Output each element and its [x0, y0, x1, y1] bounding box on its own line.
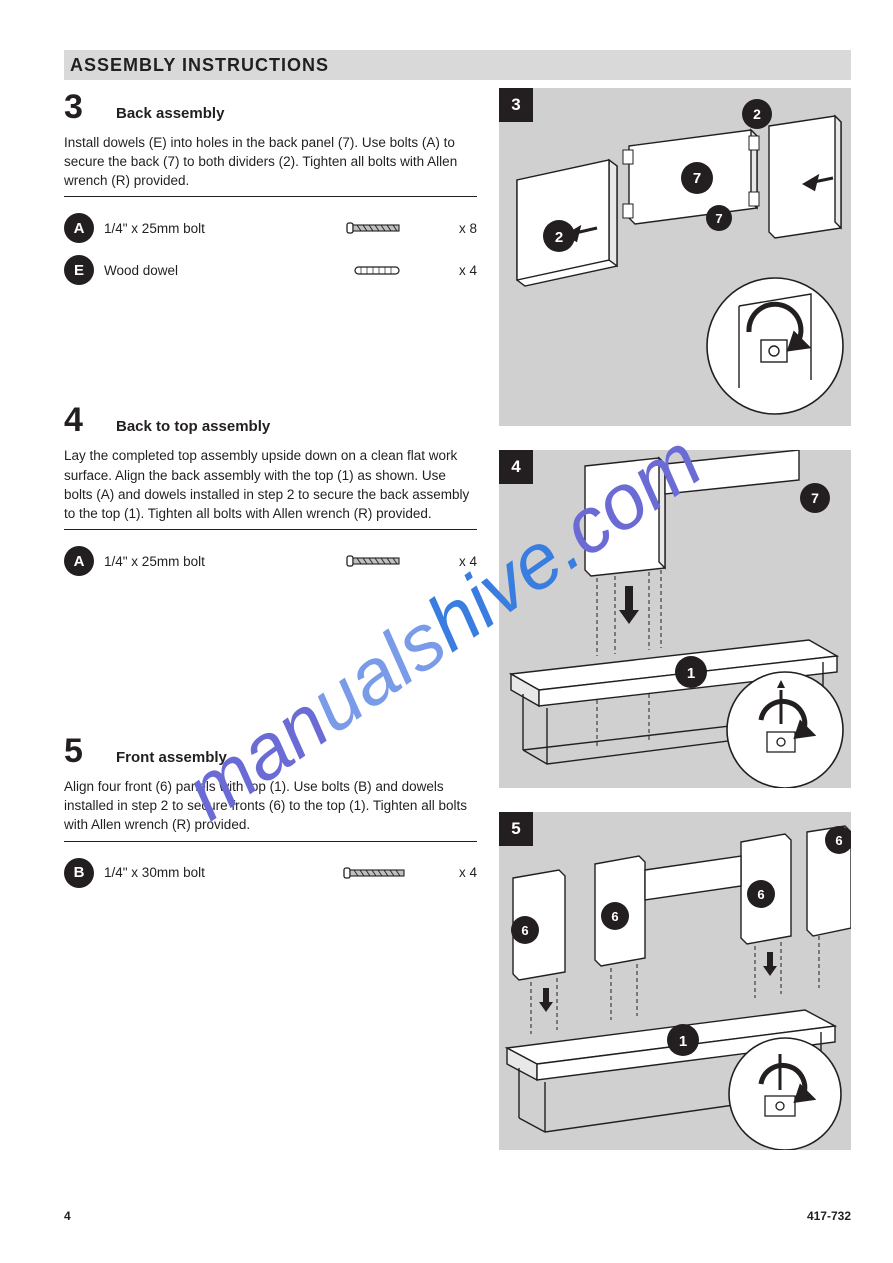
step-4: 4 Back to top assembly Lay the completed…	[64, 401, 477, 582]
page-number: 4	[64, 1209, 71, 1223]
step-title: Back to top assembly	[116, 418, 270, 435]
dowel-icon	[339, 258, 417, 282]
diagram-4: 4	[499, 450, 851, 788]
hardware-label: Wood dowel	[104, 263, 339, 278]
svg-text:1: 1	[687, 665, 695, 682]
svg-text:6: 6	[611, 909, 618, 924]
hardware-row: A 1/4" x 25mm bolt x 8	[64, 207, 477, 249]
divider	[64, 841, 477, 842]
step-body: Lay the completed top assembly upside do…	[64, 446, 477, 523]
hardware-qty: x 4	[427, 554, 477, 569]
svg-text:7: 7	[715, 211, 722, 226]
step-3: 3 Back assembly Install dowels (E) into …	[64, 88, 477, 291]
hardware-id-badge: A	[64, 213, 94, 243]
svg-text:6: 6	[835, 833, 842, 848]
svg-text:7: 7	[693, 170, 701, 187]
section-title: ASSEMBLY INSTRUCTIONS	[70, 55, 329, 76]
hardware-row: B 1/4" x 30mm bolt x 4	[64, 852, 477, 894]
step-number: 3	[64, 88, 106, 127]
bolt-icon	[339, 216, 417, 240]
divider	[64, 196, 477, 197]
svg-text:7: 7	[811, 490, 819, 506]
svg-text:6: 6	[757, 887, 764, 902]
diagram-3: 3	[499, 88, 851, 426]
step-body: Align four front (6) panels with top (1)…	[64, 777, 477, 834]
svg-text:6: 6	[521, 923, 528, 938]
hardware-id-badge: E	[64, 255, 94, 285]
step-5: 5 Front assembly Align four front (6) pa…	[64, 732, 477, 893]
step-number: 5	[64, 732, 106, 771]
divider	[64, 529, 477, 530]
hardware-qty: x 4	[427, 263, 477, 278]
step-number: 4	[64, 401, 106, 440]
step-title: Back assembly	[116, 105, 224, 122]
right-column: 3	[499, 88, 851, 1150]
svg-text:2: 2	[753, 106, 761, 122]
page-footer: 4 417-732	[64, 1209, 851, 1223]
assembly-illustration-4: 7 1	[499, 450, 851, 788]
model-number: 417-732	[807, 1209, 851, 1223]
step-body: Install dowels (E) into holes in the bac…	[64, 133, 477, 190]
assembly-illustration-3: 2 7 2 7	[499, 88, 851, 426]
hardware-label: 1/4" x 25mm bolt	[104, 554, 339, 569]
hardware-id-badge: A	[64, 546, 94, 576]
svg-text:1: 1	[679, 1033, 687, 1050]
section-header: ASSEMBLY INSTRUCTIONS	[64, 50, 851, 80]
step-title: Front assembly	[116, 749, 227, 766]
diagram-5: 5	[499, 812, 851, 1150]
svg-text:2: 2	[555, 229, 563, 246]
bolt-icon	[339, 549, 417, 573]
left-column: 3 Back assembly Install dowels (E) into …	[64, 88, 477, 1150]
hardware-label: 1/4" x 25mm bolt	[104, 221, 339, 236]
hardware-label: 1/4" x 30mm bolt	[104, 865, 339, 880]
hardware-qty: x 8	[427, 221, 477, 236]
hardware-qty: x 4	[427, 865, 477, 880]
hardware-row: A 1/4" x 25mm bolt x 4	[64, 540, 477, 582]
hardware-id-badge: B	[64, 858, 94, 888]
assembly-illustration-5: 6 6 6 6 1	[499, 812, 851, 1150]
hardware-row: E Wood dowel x 4	[64, 249, 477, 291]
bolt-icon	[339, 861, 417, 885]
